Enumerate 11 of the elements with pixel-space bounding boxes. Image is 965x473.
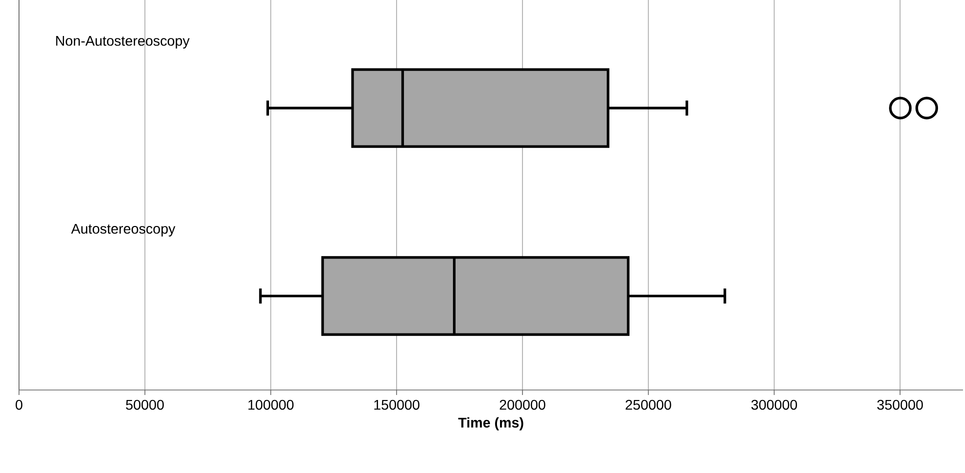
x-tick-label: 100000 <box>248 400 294 410</box>
x-tick-label: 350000 <box>877 400 923 410</box>
x-tick-label: 200000 <box>500 400 546 410</box>
y-tick-label: Non-Autostereoscopy <box>56 36 190 49</box>
x-tick-label: 300000 <box>751 400 798 410</box>
x-tick-label: 50000 <box>126 400 164 410</box>
x-tick-label: 150000 <box>374 400 420 410</box>
y-tick-label: Autostereoscopy <box>71 224 176 236</box>
x-tick-label: 250000 <box>626 400 672 410</box>
x-axis-title: Time (ms) <box>458 417 524 430</box>
x-tick-label: 0 <box>16 400 22 410</box>
